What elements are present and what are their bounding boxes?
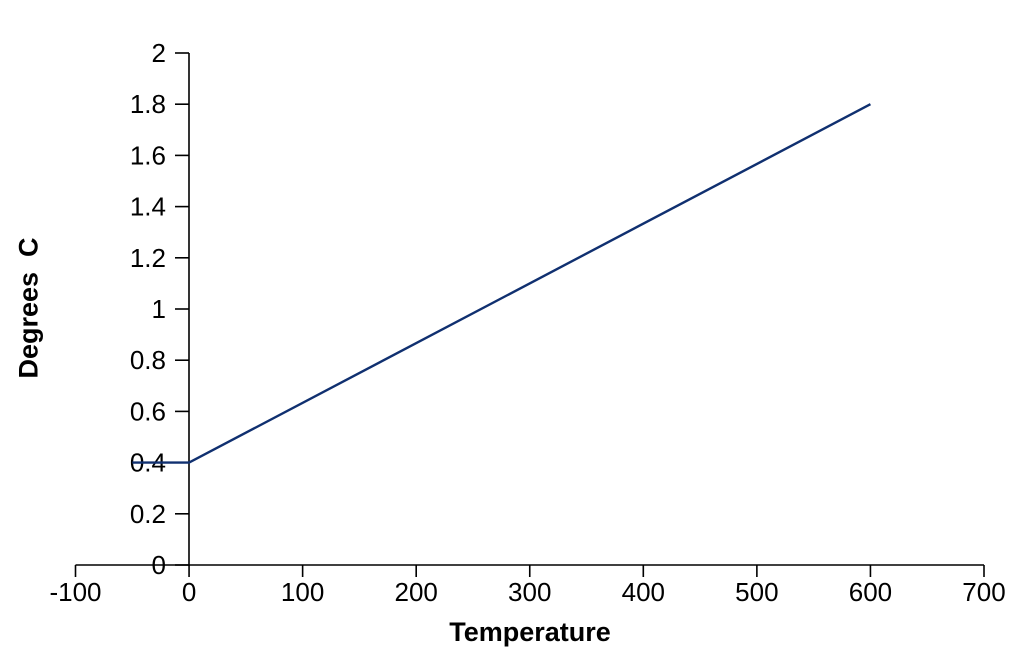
x-tick-label: -100 bbox=[49, 577, 101, 607]
x-tick-label: 0 bbox=[182, 577, 196, 607]
data-series-line bbox=[132, 103, 871, 464]
y-tick-label: 1.4 bbox=[130, 192, 166, 222]
x-tick-label: 400 bbox=[622, 577, 665, 607]
x-tick-label: 700 bbox=[962, 577, 1005, 607]
y-tick-label: 1 bbox=[152, 294, 166, 324]
y-tick-label: 2 bbox=[152, 38, 166, 68]
y-axis-title: Degrees C bbox=[13, 237, 44, 379]
x-tick-label: 100 bbox=[281, 577, 324, 607]
y-tick-label: 0.2 bbox=[130, 499, 166, 529]
x-axis-title: Temperature bbox=[449, 617, 611, 647]
x-tick-label: 500 bbox=[735, 577, 778, 607]
y-tick-label: 1.8 bbox=[130, 89, 166, 119]
y-tick-label: 1.6 bbox=[130, 140, 166, 170]
y-tick-label: 1.2 bbox=[130, 243, 166, 273]
y-tick-label: 0.6 bbox=[130, 396, 166, 426]
x-tick-label: 200 bbox=[394, 577, 437, 607]
y-tick-label: 0.8 bbox=[130, 345, 166, 375]
x-tick-label: 600 bbox=[849, 577, 892, 607]
x-tick-label: 300 bbox=[508, 577, 551, 607]
